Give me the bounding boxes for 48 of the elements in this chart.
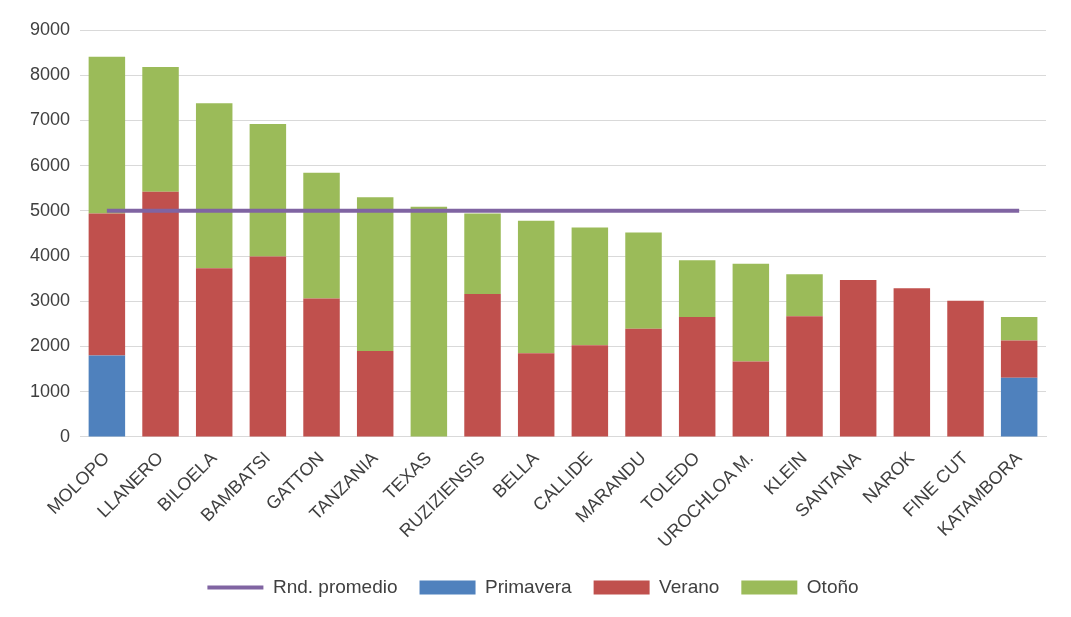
bar [410, 206, 448, 437]
bar [571, 345, 609, 437]
bar [1000, 317, 1038, 341]
bar [464, 294, 501, 437]
bar [88, 213, 126, 356]
bar [356, 197, 394, 352]
bar [249, 256, 287, 437]
bar [88, 56, 126, 214]
bar [678, 260, 716, 318]
bar [195, 103, 233, 269]
bar [732, 361, 770, 437]
bar [1000, 377, 1038, 437]
bar [464, 213, 501, 295]
legend-label: Otoño [806, 575, 859, 597]
legend-label: Primavera [485, 575, 573, 597]
y-tick-label: 5000 [30, 199, 71, 220]
bar [786, 316, 823, 437]
bar [678, 317, 716, 437]
y-tick-label: 8000 [30, 64, 71, 85]
legend-label: Verano [659, 575, 720, 597]
bar [249, 124, 287, 257]
bar [142, 67, 179, 192]
y-tick-label: 4000 [30, 245, 71, 266]
y-tick-label: 0 [60, 425, 71, 446]
bar [303, 298, 340, 437]
bar [88, 355, 126, 437]
y-tick-label: 9000 [30, 18, 71, 39]
bar [517, 353, 555, 437]
bar [625, 328, 662, 437]
bar [839, 280, 877, 437]
bar [517, 220, 555, 354]
y-tick-label: 7000 [30, 109, 71, 130]
bar [195, 268, 233, 437]
y-tick-label: 3000 [30, 290, 71, 311]
bar [947, 300, 984, 437]
bar [1000, 340, 1038, 378]
bar [571, 227, 609, 346]
bar [893, 288, 931, 437]
bar [625, 232, 662, 329]
y-tick-label: 6000 [30, 154, 71, 175]
bar [142, 191, 179, 437]
bar [786, 274, 823, 317]
bar [356, 351, 394, 437]
y-tick-label: 2000 [30, 335, 71, 356]
bar [732, 263, 770, 362]
bar [303, 172, 340, 299]
legend-label: Rnd. promedio [272, 575, 398, 597]
y-tick-label: 1000 [30, 380, 71, 401]
